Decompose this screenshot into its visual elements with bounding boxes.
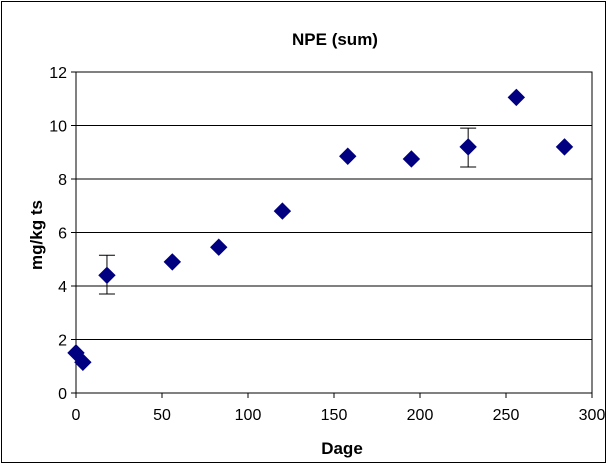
y-tick-label: 2 — [58, 333, 67, 350]
y-tick-label: 12 — [49, 65, 67, 82]
x-tick-label: 250 — [493, 407, 520, 424]
x-axis-title: Dage — [321, 439, 363, 458]
data-point — [98, 266, 116, 285]
x-axis: 0 50 100 150 200 250 300 — [72, 393, 606, 424]
y-tick-label: 10 — [49, 119, 67, 136]
y-tick-label: 0 — [58, 386, 67, 403]
x-tick-label: 0 — [72, 407, 81, 424]
y-tick-label: 4 — [58, 279, 67, 296]
data-point — [273, 202, 292, 220]
x-tick-label: 50 — [153, 407, 171, 424]
y-axis-title: mg/kg ts — [27, 200, 46, 270]
y-axis: 0 2 4 6 8 10 12 — [49, 65, 76, 403]
data-point — [210, 238, 228, 256]
data-point — [507, 88, 526, 107]
data-point — [402, 150, 421, 168]
data-point — [163, 253, 182, 271]
y-tick-label: 8 — [58, 172, 67, 189]
data-point — [339, 147, 357, 165]
data-points — [67, 88, 574, 371]
gridlines — [76, 125, 592, 340]
x-tick-label: 300 — [579, 407, 606, 424]
x-tick-label: 100 — [235, 407, 262, 424]
data-point — [555, 138, 574, 156]
data-point — [459, 138, 477, 156]
x-tick-label: 150 — [321, 407, 348, 424]
chart-title: NPE (sum) — [292, 30, 378, 49]
y-tick-label: 6 — [58, 226, 67, 243]
x-tick-label: 200 — [407, 407, 434, 424]
data-point — [74, 353, 92, 371]
